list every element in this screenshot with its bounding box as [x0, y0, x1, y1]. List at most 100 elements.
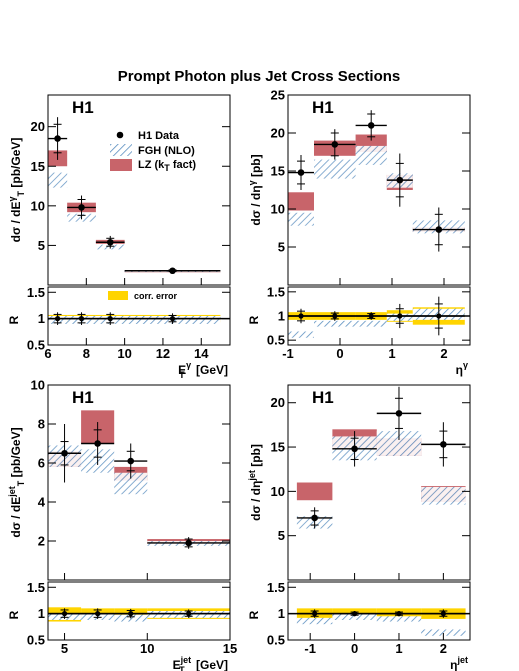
- y-tick-label: 15: [271, 440, 285, 455]
- ratio-axis-label: R: [7, 315, 21, 324]
- y-tick-label: 5: [278, 528, 285, 543]
- x-axis-label: Eγ T [GeV]: [178, 360, 228, 380]
- plot-frame: [287, 384, 471, 581]
- x-axis-label: Ejet T [GeV]: [173, 655, 228, 671]
- legend-fgh-label: FGH (NLO): [138, 145, 195, 157]
- experiment-label: H1: [72, 98, 94, 117]
- ratio-data-point: [186, 611, 192, 617]
- x-tick-label: 10: [117, 346, 131, 361]
- x-tick-label: 1: [395, 641, 402, 656]
- data-point: [440, 441, 447, 448]
- y-tick-label: 15: [31, 159, 45, 174]
- ratio-plot-frame: [47, 581, 231, 641]
- x-tick-label: 0: [351, 641, 358, 656]
- y-tick-label: 10: [31, 378, 45, 393]
- y-axis-label: dσ / dηjet [pb]: [247, 444, 263, 521]
- y-tick-label: 25: [271, 88, 285, 103]
- y-tick-label: 1.5: [267, 580, 285, 595]
- x-axis-label: ηjet: [450, 655, 468, 671]
- ratio-data-point: [78, 316, 85, 322]
- data-point: [94, 440, 101, 447]
- x-tick-label: 6: [44, 346, 51, 361]
- fgh-ratio-band: [314, 320, 356, 327]
- data-point: [435, 226, 443, 233]
- ratio-axis-label: R: [247, 610, 261, 619]
- legend: H1 Data FGH (NLO) LZ (kT fact): [110, 130, 196, 173]
- ratio-data-point: [368, 313, 374, 319]
- ratio-data-point: [440, 611, 446, 617]
- data-point: [367, 122, 375, 129]
- ratio-data-point: [397, 313, 403, 319]
- y-tick-label: 8: [38, 417, 45, 432]
- plot-frame: [47, 384, 231, 581]
- y-tick-label: 5: [38, 238, 45, 253]
- fgh-ratio-band: [296, 617, 333, 625]
- ratio-data-point: [351, 611, 358, 617]
- y-tick-label: 4: [38, 495, 46, 510]
- fgh-band: [114, 472, 148, 495]
- experiment-label: H1: [312, 98, 334, 117]
- plot-frame: [287, 94, 471, 286]
- ratio-data-point: [332, 313, 338, 319]
- fgh-band: [355, 145, 387, 165]
- plot-frame: [47, 94, 231, 286]
- ratio-axis-label: R: [247, 315, 261, 324]
- x-tick-label: 8: [83, 346, 90, 361]
- x-tick-label: 15: [223, 641, 237, 656]
- fgh-ratio-band: [376, 616, 422, 622]
- y-tick-label: 20: [271, 126, 285, 141]
- y-axis-label: dσ / dEjetT [pb/GeV]: [7, 427, 26, 537]
- fgh-ratio-band: [288, 331, 314, 338]
- y-tick-label: 6: [38, 456, 45, 471]
- experiment-label: H1: [72, 388, 94, 407]
- y-tick-label: 10: [31, 198, 45, 213]
- fgh-ratio-band: [421, 629, 466, 636]
- ratio-data-point: [436, 313, 442, 319]
- data-point: [78, 204, 85, 211]
- x-tick-label: 2: [440, 641, 447, 656]
- y-tick-label: 20: [31, 119, 45, 134]
- y-tick-label: 1: [38, 311, 45, 326]
- ratio-axis-label: R: [7, 610, 21, 619]
- ratio-data-point: [169, 316, 176, 322]
- legend-corr: corr. error: [108, 291, 178, 301]
- x-tick-label: 5: [61, 641, 68, 656]
- y-tick-label: 2: [38, 534, 45, 549]
- fgh-band: [288, 212, 314, 226]
- x-tick-label: 2: [440, 346, 447, 361]
- legend-fgh-swatch: [110, 144, 132, 156]
- y-tick-label: 1: [278, 309, 285, 324]
- experiment-label: H1: [312, 388, 334, 407]
- ratio-data-point: [95, 611, 101, 617]
- y-tick-label: 5: [278, 240, 285, 255]
- data-point: [395, 410, 403, 417]
- y-axis-label: dσ / dηγ [pb]: [247, 154, 263, 225]
- x-tick-label: 14: [194, 346, 209, 361]
- panel-et-jet: 2 4 6 8 10 0.5 1 1.5 5 10 15 H1 dσ / dEjetT [pb/GeV]…: [7, 378, 237, 671]
- ratio-data-point: [396, 611, 402, 617]
- legend-lz-label: LZ (kT fact): [138, 159, 196, 173]
- lz-band: [288, 192, 314, 211]
- ratio-plot-frame: [47, 286, 231, 346]
- y-tick-label: 0.5: [267, 333, 285, 348]
- y-tick-label: 1.5: [27, 580, 45, 595]
- data-point: [297, 169, 305, 176]
- ratio-data-point: [312, 611, 318, 617]
- fgh-band: [421, 486, 466, 505]
- x-tick-label: 1: [388, 346, 395, 361]
- panel-eta-gamma: 5 10 15 20 25 0.5 1 1.5 -1 0 1 2 H1 dσ / dηγ [pb] Rηγ: [247, 88, 471, 377]
- data-point: [127, 457, 135, 465]
- ratio-data-point: [107, 316, 113, 322]
- y-tick-label: 10: [271, 202, 285, 217]
- legend-lz-swatch: [110, 159, 132, 171]
- lz-band: [296, 482, 333, 501]
- fgh-ratio-band: [332, 613, 377, 620]
- data-point: [106, 238, 114, 246]
- fgh-band: [314, 159, 356, 179]
- y-tick-label: 1.5: [267, 284, 285, 299]
- y-tick-label: 1.5: [27, 285, 45, 300]
- y-tick-label: 1: [38, 606, 45, 621]
- panel-et-gamma: 5 10 15 20 0.5 1 1.5 6 8 10 12 14 H1 dσ / dEγT [pb/Ge…: [7, 94, 231, 380]
- legend-corr-label: corr. error: [134, 291, 178, 301]
